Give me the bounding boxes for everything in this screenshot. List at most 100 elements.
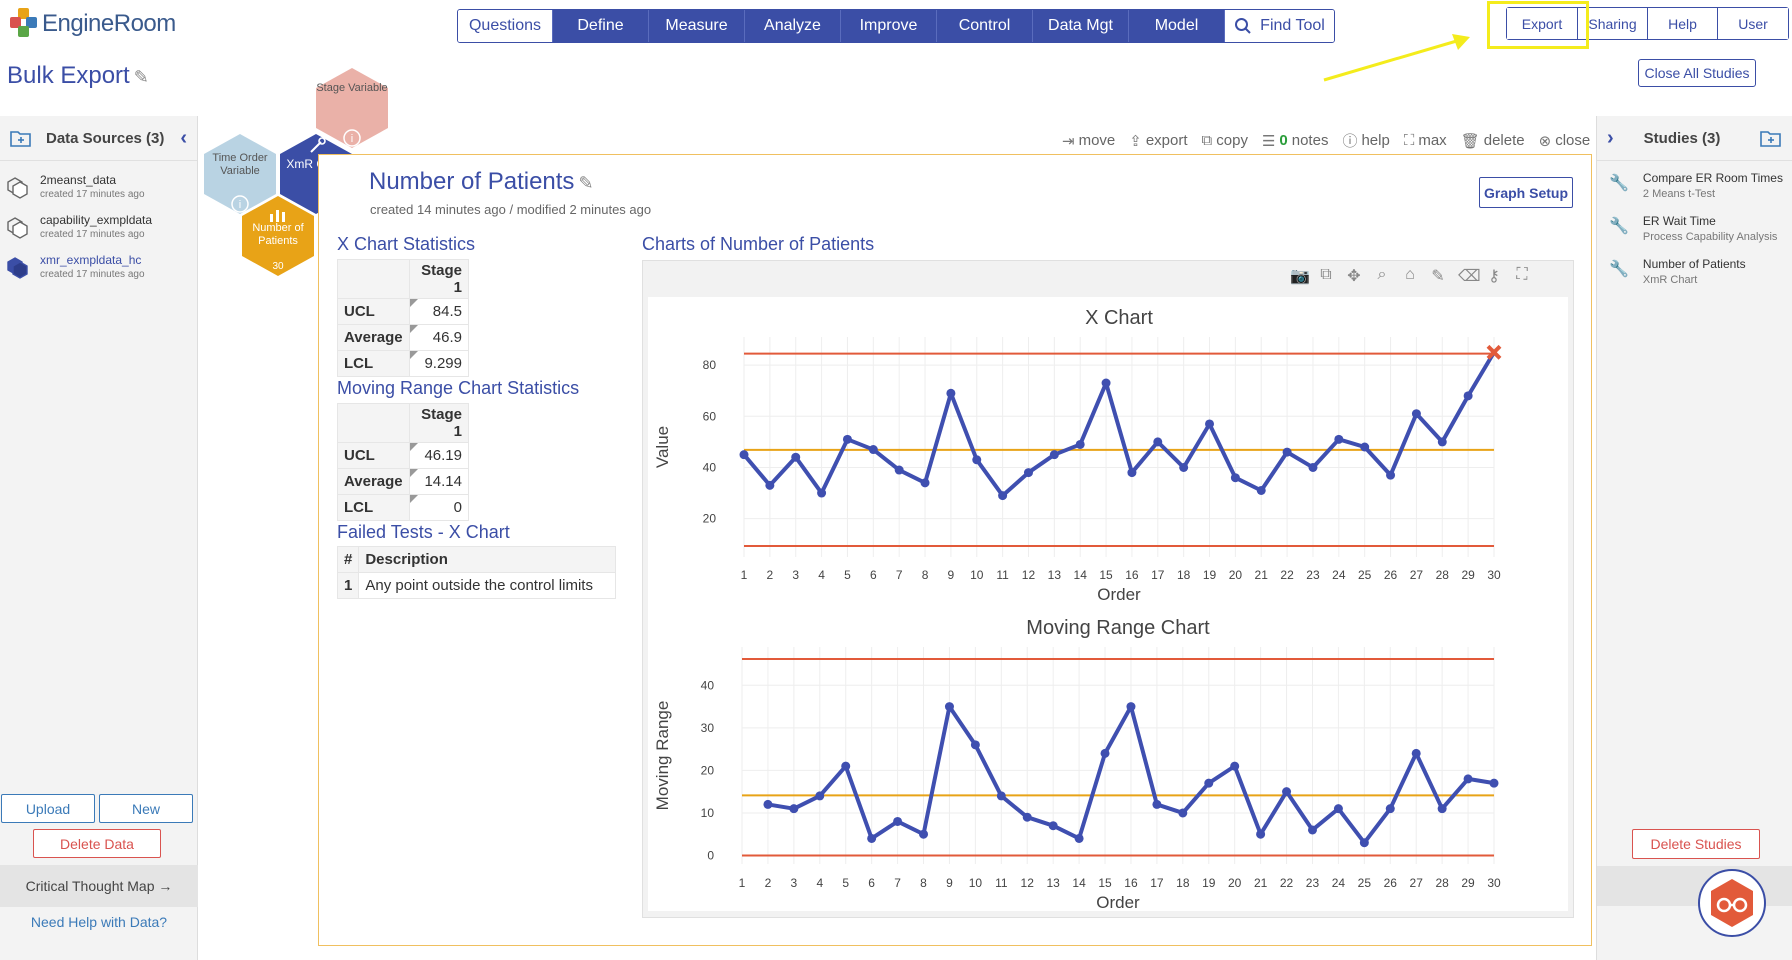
copy-button[interactable]: ⧉ copy	[1202, 130, 1248, 151]
time-info-icon[interactable]	[231, 195, 249, 213]
key-icon[interactable]: ⚷	[1488, 268, 1500, 285]
edit-title-pencil-icon[interactable]: ✎	[578, 173, 594, 193]
x-axis-label: Order	[1096, 893, 1140, 911]
expand-right-chevron-icon[interactable]: ›	[1607, 126, 1614, 149]
need-help-link[interactable]: Need Help with Data?	[30, 914, 168, 930]
data-source-item[interactable]: 2meanst_data created 17 minutes ago	[0, 167, 197, 207]
data-point	[1385, 804, 1395, 814]
nav-analyze[interactable]: Analyze	[745, 10, 841, 42]
data-source-item-active[interactable]: xmr_exmpldata_hc created 17 minutes ago	[0, 247, 197, 287]
critical-thought-map-link[interactable]: Critical Thought Map →	[0, 865, 198, 907]
help-study-button[interactable]: ⓘ help	[1342, 130, 1389, 151]
data-source-item[interactable]: capability_exmpldata created 17 minutes a…	[0, 207, 197, 247]
stage-variable-hex[interactable]	[316, 68, 388, 148]
x-tick-label: 16	[1124, 876, 1138, 890]
data-point	[739, 450, 749, 460]
export-label: export	[1145, 132, 1188, 149]
table-row: LCL 9.299	[337, 350, 470, 377]
nav-improve[interactable]: Improve	[841, 10, 937, 42]
data-point	[1386, 470, 1396, 480]
copy-chart-icon[interactable]: ⧉	[1320, 266, 1332, 283]
study-hex-map: i i Stage Variable Time Order Variable X…	[204, 64, 404, 284]
export-study-button[interactable]: ⇪ export	[1129, 130, 1187, 151]
data-source-meta: created 17 minutes ago	[40, 269, 145, 280]
study-item[interactable]: 🔧 ER Wait Time Process Capability Analysi…	[1597, 208, 1792, 251]
logo-icon	[10, 8, 38, 40]
table-row: 1 Any point outside the control limits	[336, 572, 616, 599]
new-button[interactable]: New	[99, 794, 193, 823]
find-tool-button[interactable]: Find Tool	[1225, 10, 1334, 42]
mr-stats-table: Stage 1 UCL 46.19 Average 14.14 LCL 0	[337, 403, 470, 521]
data-point	[1075, 439, 1085, 449]
x-tick-label: 29	[1461, 568, 1475, 582]
x-tick-label: 15	[1098, 876, 1112, 890]
home-icon[interactable]: ⌂	[1405, 266, 1415, 283]
user-button[interactable]: User	[1718, 8, 1788, 39]
nav-model[interactable]: Model	[1129, 10, 1225, 42]
add-folder-icon[interactable]	[1760, 128, 1782, 148]
erase-icon[interactable]: ⌫	[1458, 268, 1481, 285]
y-axis-label: Moving Range	[653, 701, 672, 811]
edit-pencil-icon[interactable]: ✎	[133, 67, 149, 87]
max-button[interactable]: ⛶ max	[1404, 130, 1447, 151]
draw-icon[interactable]: ✎	[1431, 268, 1445, 285]
upload-button[interactable]: Upload	[1, 794, 95, 823]
delete-data-button[interactable]: Delete Data	[33, 829, 161, 858]
x-tick-label: 18	[1177, 568, 1191, 582]
help-button[interactable]: Help	[1648, 8, 1718, 39]
sharing-button[interactable]: Sharing	[1578, 8, 1648, 39]
nav-measure[interactable]: Measure	[649, 10, 745, 42]
stage-info-icon[interactable]	[343, 129, 361, 147]
data-point	[867, 833, 877, 843]
assistant-button[interactable]	[1698, 869, 1766, 937]
x-tick-label: 2	[765, 876, 772, 890]
x-tick-label: 13	[1046, 876, 1060, 890]
time-order-hex[interactable]	[204, 134, 276, 214]
pan-icon[interactable]: ✥	[1347, 268, 1361, 285]
close-all-studies-button[interactable]: Close All Studies	[1638, 59, 1756, 87]
data-point	[841, 761, 851, 771]
graph-setup-button[interactable]: Graph Setup	[1479, 177, 1573, 208]
collapse-left-chevron-icon[interactable]: ‹	[180, 126, 187, 149]
y-tick-label: 40	[701, 678, 715, 692]
close-label: close	[1555, 132, 1591, 149]
close-study-button[interactable]: ⊗ close	[1539, 130, 1591, 151]
nav-control[interactable]: Control	[937, 10, 1033, 42]
notes-count: 0	[1279, 132, 1288, 149]
data-point	[1256, 829, 1266, 839]
find-tool-label: Find Tool	[1260, 17, 1325, 34]
data-point	[1100, 748, 1110, 758]
x-tick-label: 14	[1074, 568, 1088, 582]
add-folder-icon[interactable]	[10, 128, 32, 148]
fullscreen-icon[interactable]: ⛶	[1516, 266, 1528, 283]
camera-icon[interactable]: 📷	[1290, 268, 1310, 285]
x-tick-label: 24	[1332, 568, 1346, 582]
study-item[interactable]: 🔧 Compare ER Room Times 2 Means t-Test	[1597, 165, 1792, 208]
delete-study-button[interactable]: 🗑 delete	[1461, 130, 1525, 151]
export-button[interactable]: Export	[1507, 8, 1578, 39]
zoom-icon[interactable]: ⌕	[1377, 266, 1387, 283]
study-item[interactable]: 🔧 Number of Patients XmR Chart	[1597, 251, 1792, 294]
data-source-name: capability_exmpldata	[40, 213, 153, 227]
nav-data-mgt[interactable]: Data Mgt	[1033, 10, 1129, 42]
app-logo[interactable]: EngineRoom	[10, 8, 176, 40]
delete-studies-button[interactable]: Delete Studies	[1632, 829, 1760, 859]
number-of-patients-hex[interactable]	[242, 196, 314, 276]
data-point	[893, 816, 903, 826]
stage-info-glyph: i	[351, 133, 353, 145]
stat-label: Average	[337, 468, 410, 495]
data-point	[1282, 787, 1292, 797]
x-stats-corner	[337, 259, 410, 299]
nav-define[interactable]: Define	[553, 10, 649, 42]
notes-button[interactable]: ☰ 0 notes	[1262, 130, 1329, 151]
dataset-icon	[7, 217, 28, 239]
question-icon: ⓘ	[1342, 133, 1358, 150]
data-point	[868, 445, 878, 455]
table-row: Average 46.9	[337, 324, 470, 351]
data-point	[1074, 833, 1084, 843]
y-tick-label: 40	[703, 460, 717, 474]
nav-questions[interactable]: Questions	[458, 10, 553, 42]
move-button[interactable]: ⇥ move	[1062, 130, 1115, 151]
data-point	[1437, 804, 1447, 814]
stat-value: 46.9	[408, 324, 470, 351]
